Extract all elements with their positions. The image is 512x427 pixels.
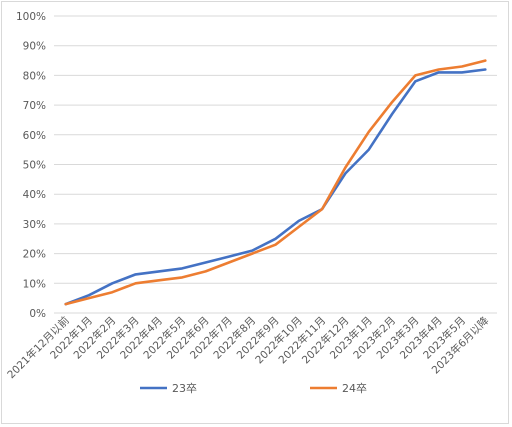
y-tick-label: 80% [23,70,46,82]
y-tick-label: 40% [23,189,46,201]
y-tick-label: 0% [29,308,46,320]
y-tick-label: 20% [23,249,46,261]
series-line-1 [64,68,487,306]
legend-label-1: 23卒 [172,381,197,395]
legend-label-2: 24卒 [342,381,367,395]
y-tick-label: 60% [23,130,46,142]
y-tick-label: 30% [23,219,46,231]
y-tick-label: 90% [23,41,46,53]
y-tick-label: 100% [16,11,46,23]
y-tick-label: 70% [23,100,46,112]
series-line-2 [64,59,487,306]
y-tick-label: 10% [23,278,46,290]
y-tick-label: 50% [23,160,46,172]
